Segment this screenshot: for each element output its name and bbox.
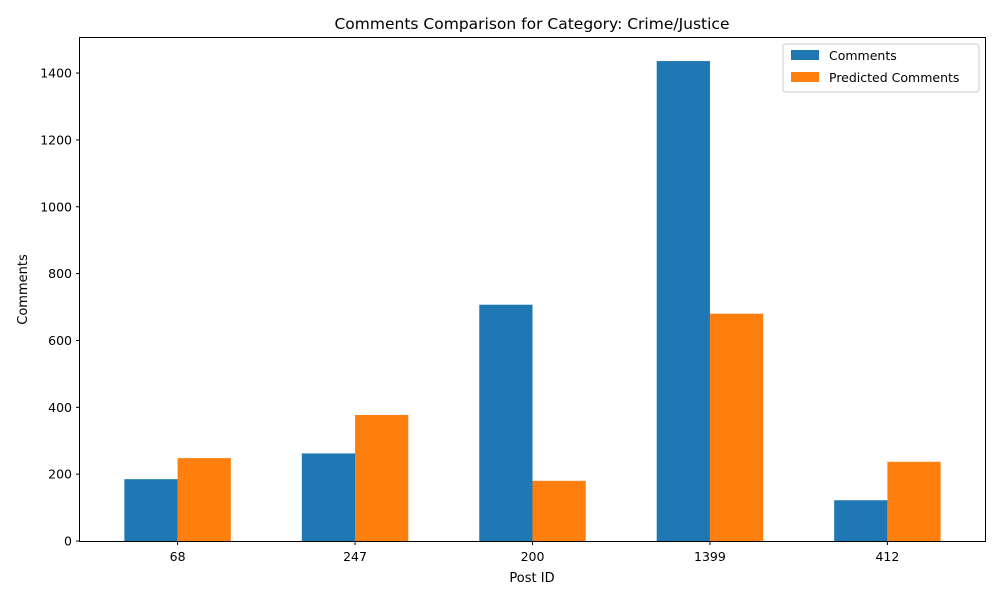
y-tick-label: 200 xyxy=(48,467,72,482)
legend-label-predicted-comments: Predicted Comments xyxy=(829,70,959,85)
legend-label-comments: Comments xyxy=(829,48,897,63)
y-tick-label: 1400 xyxy=(40,66,72,81)
y-axis-label: Comments xyxy=(16,254,31,325)
bar-comments-68 xyxy=(124,479,178,541)
y-tick-label: 800 xyxy=(48,266,72,281)
x-tick-label: 200 xyxy=(521,549,545,564)
y-axis-ticks: 0 200 400 600 800 1000 1200 1400 xyxy=(40,66,80,549)
chart-title: Comments Comparison for Category: Crime/… xyxy=(334,15,729,33)
y-tick-label: 1200 xyxy=(40,132,72,147)
x-tick-label: 247 xyxy=(343,549,367,564)
bar-predicted-comments-247 xyxy=(355,415,409,541)
bar-comments-247 xyxy=(301,453,356,541)
y-tick-label: 1000 xyxy=(40,199,72,214)
bar-comments-200 xyxy=(479,304,533,541)
bar-predicted-comments-200 xyxy=(532,480,586,541)
x-axis-ticks: 68 247 200 1399 412 xyxy=(170,541,899,564)
legend-swatch-comments xyxy=(791,50,819,60)
y-tick-label: 600 xyxy=(48,333,72,348)
bar-predicted-comments-68 xyxy=(177,458,231,541)
y-tick-label: 0 xyxy=(64,534,72,549)
x-tick-label: 412 xyxy=(875,549,899,564)
legend-box xyxy=(782,43,980,93)
x-tick-label: 68 xyxy=(170,549,186,564)
bar-comments-1399 xyxy=(656,61,710,541)
x-axis-label: Post ID xyxy=(509,571,554,586)
bar-predicted-comments-1399 xyxy=(709,313,764,541)
bar-comments-412 xyxy=(834,500,888,541)
x-tick-label: 1399 xyxy=(694,549,726,564)
y-tick-label: 400 xyxy=(48,400,72,415)
legend: Comments Predicted Comments xyxy=(782,43,980,93)
plot-frame xyxy=(79,37,986,542)
bars-group xyxy=(124,61,941,541)
legend-swatch-predicted-comments xyxy=(791,72,819,82)
bar-predicted-comments-412 xyxy=(887,461,941,541)
